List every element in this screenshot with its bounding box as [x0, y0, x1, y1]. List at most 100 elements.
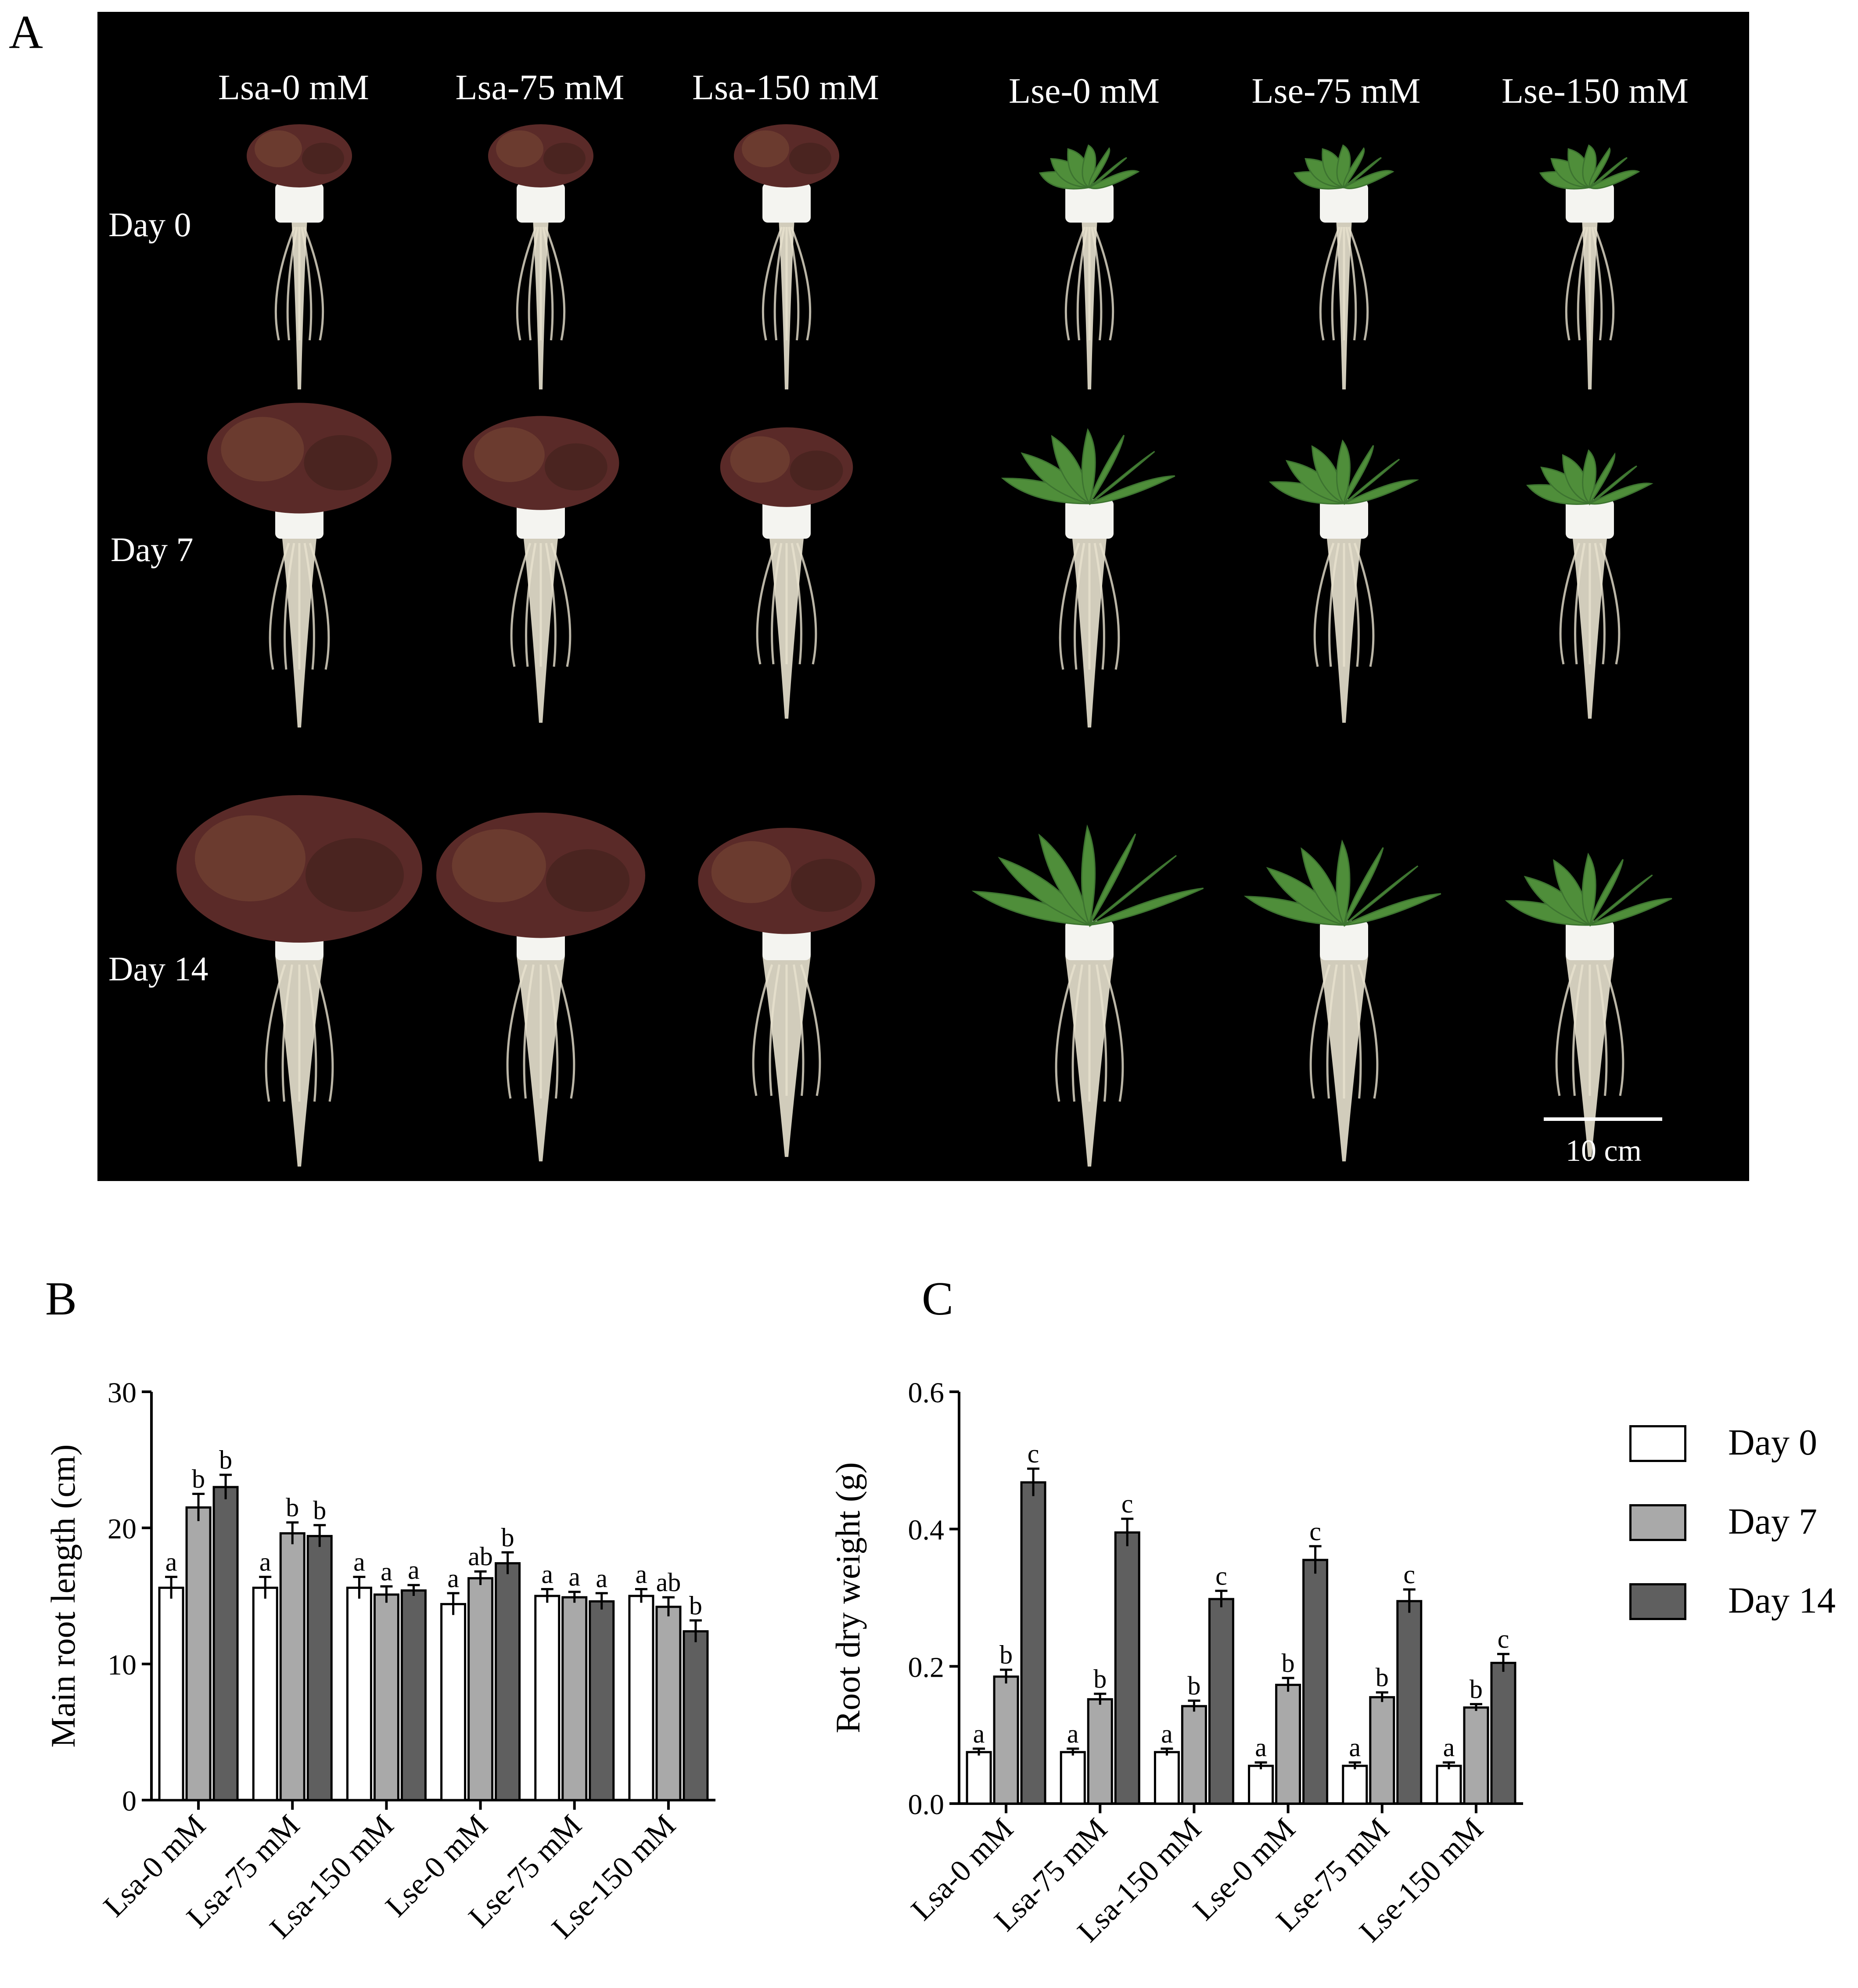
chart-c-significance-letter: c: [1121, 1489, 1133, 1518]
root-strand: [790, 227, 812, 341]
pot: [1566, 183, 1614, 223]
root-strand: [265, 964, 286, 1102]
pot: [1566, 499, 1614, 539]
root-strand: [1348, 543, 1360, 667]
root-strand: [550, 543, 571, 667]
chart-b-significance-letter: a: [447, 1564, 459, 1593]
root-strand: [542, 227, 554, 341]
root-strand: [793, 964, 805, 1096]
row-label-day-7: Day 7: [111, 530, 194, 569]
root-strand: [1577, 227, 1589, 341]
chart-b-y-tick-label: 30: [108, 1377, 137, 1409]
chart-b-bar: [495, 1562, 521, 1801]
chart-c-bar: [1302, 1559, 1329, 1805]
chart-b-bar: [683, 1630, 709, 1801]
root-strand: [1572, 964, 1584, 1096]
leaf: [1343, 445, 1374, 504]
root-strand: [1350, 964, 1362, 1099]
leaf: [1589, 859, 1624, 926]
legend-swatch-day-0: [1629, 1425, 1686, 1462]
root-strand: [1357, 964, 1379, 1099]
chart-c-bar: [1436, 1765, 1462, 1805]
leaf: [304, 435, 378, 490]
leaf: [1582, 449, 1597, 505]
leaf: [1589, 874, 1653, 926]
plant-lsa-row0-col2: [734, 124, 839, 389]
root-strand: [523, 964, 535, 1099]
chart-b-y-axis-label: Main root length (cm): [44, 1444, 82, 1748]
chart-b-significance-letter: b: [689, 1591, 702, 1620]
chart-c-significance-letter: a: [973, 1719, 985, 1748]
plant-lse-row1-col3: [1001, 428, 1175, 727]
chart-c-bar: [1087, 1698, 1113, 1805]
chart-b-significance-letter: b: [286, 1493, 299, 1522]
leaf: [544, 443, 607, 490]
root-strand: [1319, 227, 1340, 341]
plant-lsa-row0-col0: [247, 124, 352, 389]
leaf: [255, 130, 302, 167]
scale-bar-label: 10 cm: [1566, 1134, 1642, 1168]
root-strand: [769, 964, 780, 1096]
column-label-lse-0: Lse-0 mM: [1009, 71, 1160, 111]
chart-b-bar: [373, 1593, 399, 1801]
chart-b-bar: [589, 1600, 615, 1801]
root-strand: [1090, 227, 1103, 341]
chart-c-bar: [1248, 1765, 1274, 1805]
chart-b-bar: [346, 1586, 372, 1801]
root-strand: [1059, 543, 1080, 670]
plant-lse-row0-col4: [1293, 144, 1394, 389]
root-strand: [756, 543, 777, 665]
leaf: [1336, 439, 1351, 505]
chart-c-y-tick-label: 0.4: [908, 1514, 945, 1546]
root-strand: [1353, 543, 1375, 667]
leaf: [452, 829, 546, 903]
leaf: [730, 436, 790, 483]
pot: [275, 183, 323, 223]
root-strand: [1055, 964, 1076, 1102]
chart-b-bar: [212, 1486, 239, 1801]
legend-label-day-0: Day 0: [1728, 1422, 1817, 1463]
leaf: [1588, 147, 1611, 189]
root-strand: [544, 227, 566, 341]
chart-c-bar: [1396, 1600, 1423, 1805]
plant-lse-row2-col4: [1243, 839, 1441, 1162]
chart-b-bar: [534, 1595, 561, 1801]
chart-c-bar: [1208, 1598, 1234, 1805]
root-strand: [1599, 543, 1621, 665]
leaf: [1088, 147, 1110, 189]
root-strand: [516, 227, 537, 341]
root-strand: [1603, 964, 1624, 1096]
row-label-day-0: Day 0: [108, 205, 191, 244]
chart-b-bar: [440, 1603, 467, 1801]
root-strand: [1565, 227, 1586, 341]
root-strand: [281, 964, 293, 1102]
chart-b-significance-letter: b: [219, 1445, 232, 1474]
leaf: [791, 859, 862, 912]
root-strand: [303, 543, 315, 670]
column-label-lse-150: Lse-150 mM: [1502, 71, 1689, 111]
leaf: [1038, 833, 1091, 927]
pot: [1065, 921, 1114, 960]
chart-b-significance-letter: a: [541, 1560, 553, 1589]
leaf: [1581, 852, 1596, 927]
root-strand: [1555, 964, 1577, 1096]
chart-b-bar: [467, 1577, 494, 1801]
chart-c-significance-letter: a: [1349, 1733, 1361, 1762]
chart-c-significance-letter: a: [1161, 1719, 1173, 1748]
plant-lse-row2-col5: [1505, 852, 1672, 1157]
leaf: [195, 815, 305, 901]
root-strand: [1593, 227, 1615, 341]
leaf: [1089, 475, 1175, 504]
plant-lsa-row1-col2: [720, 427, 853, 719]
root-strand: [1103, 964, 1124, 1102]
legend-swatch-day-7: [1629, 1504, 1686, 1541]
plant-lsa-row1-col0: [207, 403, 392, 727]
plant-lse-row0-col5: [1539, 144, 1640, 389]
chart-c-significance-letter: b: [1093, 1664, 1107, 1693]
leaf: [1344, 865, 1419, 926]
root-strand: [305, 964, 317, 1102]
chart-b-bar: [400, 1589, 427, 1801]
leaf: [790, 450, 843, 490]
chart-b-significance-letter: b: [192, 1465, 205, 1494]
